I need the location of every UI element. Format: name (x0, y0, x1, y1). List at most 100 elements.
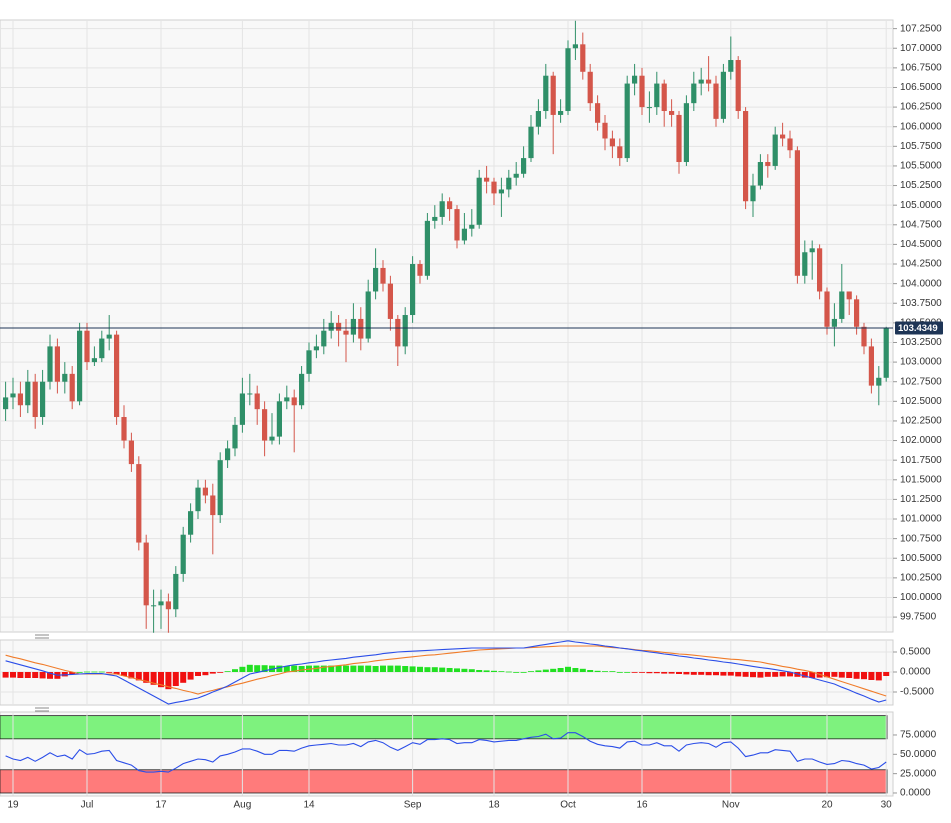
macd-histogram-bar (180, 672, 187, 683)
macd-histogram-bar (394, 665, 401, 672)
macd-histogram-bar (335, 665, 342, 672)
macd-histogram-bar (291, 665, 298, 672)
macd-histogram-bar (594, 670, 601, 672)
candle-body (632, 75, 638, 84)
macd-histogram-bar (217, 672, 224, 673)
macd-histogram-bar (454, 668, 460, 672)
candle-body (269, 436, 275, 441)
macd-histogram-bar (254, 665, 261, 672)
candle-body (54, 346, 60, 382)
macd-histogram-bar (779, 672, 786, 677)
x-tick-label: 14 (303, 800, 315, 811)
y-tick-label: 104.0000 (900, 278, 942, 289)
candle-body (469, 224, 475, 229)
macd-histogram-bar (742, 672, 749, 677)
macd-histogram-bar (350, 665, 357, 672)
macd-histogram-bar (565, 666, 571, 672)
macd-histogram-bar (587, 670, 594, 672)
candle-body (365, 291, 371, 339)
candle-body (757, 162, 763, 186)
x-tick-label: 18 (488, 800, 500, 811)
y-tick-label: -0.5000 (900, 687, 934, 698)
candle-body (735, 60, 741, 112)
macd-histogram-bar (705, 672, 712, 676)
y-tick-label: 105.0000 (900, 200, 942, 211)
y-tick-label: 105.7500 (900, 141, 942, 152)
candle-body (321, 330, 327, 347)
macd-histogram-bar (461, 668, 468, 672)
y-tick-label: 102.5000 (900, 396, 942, 407)
candle-body (395, 318, 401, 347)
macd-histogram-bar (757, 672, 764, 678)
candle-body (25, 381, 31, 406)
macd-histogram-bar (143, 672, 150, 683)
macd-histogram-bar (158, 672, 164, 688)
macd-histogram-bar (764, 672, 771, 677)
plot-area (0, 19, 894, 633)
candle-body (454, 209, 460, 241)
candle-body (410, 264, 416, 316)
candle-body (299, 373, 305, 406)
macd-histogram-bar (698, 672, 705, 675)
y-tick-label: 101.7500 (900, 455, 942, 466)
candle-body (17, 393, 23, 406)
macd-histogram-bar (246, 664, 253, 672)
y-tick-label: 103.7500 (900, 298, 942, 309)
candle-body (387, 283, 393, 319)
candle-body (313, 346, 319, 351)
candle-body (336, 322, 342, 331)
y-tick-label: 0.0000 (900, 788, 931, 799)
macd-histogram-bar (239, 666, 246, 672)
macd-histogram-bar (261, 665, 268, 672)
macd-histogram-bar (2, 672, 9, 678)
candle-body (876, 377, 882, 386)
y-tick-label: 102.0000 (900, 435, 942, 446)
macd-histogram-bar (224, 671, 231, 672)
rsi-band (0, 769, 888, 794)
candle-body (691, 83, 697, 104)
candle-body (624, 83, 630, 159)
candle-body (831, 318, 837, 327)
candle-body (91, 358, 97, 363)
candle-body (639, 75, 645, 108)
candle-body (424, 220, 430, 276)
candle-body (654, 83, 660, 108)
x-tick-label: Oct (560, 800, 576, 811)
macd-histogram-bar (498, 671, 505, 672)
candle-body (69, 373, 75, 402)
candle-body (765, 162, 771, 166)
macd-histogram-bar (801, 672, 808, 678)
candle-body (846, 291, 852, 300)
candle-body (661, 83, 667, 112)
panel-handle[interactable] (35, 634, 49, 639)
candle-body (498, 189, 504, 194)
last-price-box (895, 321, 943, 335)
y-tick-label: 107.2500 (900, 23, 942, 34)
macd-histogram-bar (431, 667, 438, 672)
candle-body (402, 315, 408, 347)
y-tick-label: 101.2500 (900, 494, 942, 505)
macd-histogram-bar (61, 672, 68, 677)
candle-body (809, 248, 815, 253)
y-tick-label: 102.2500 (900, 416, 942, 427)
macd-histogram-bar (520, 672, 527, 673)
panel-handle[interactable] (35, 707, 49, 712)
macd-histogram-bar (528, 671, 534, 672)
candle-body (439, 201, 445, 217)
macd-histogram-bar (150, 672, 157, 685)
macd-histogram-bar (32, 672, 39, 678)
x-tick-label: Nov (722, 800, 740, 811)
candle-body (143, 542, 149, 606)
macd-histogram-bar (439, 667, 446, 672)
candle-body (232, 424, 238, 449)
macd-histogram-bar (579, 668, 586, 672)
macd-histogram-bar (172, 672, 179, 686)
y-tick-label: 103.2500 (900, 337, 942, 348)
candle-body (787, 138, 793, 151)
macd-histogram-bar (883, 672, 890, 676)
candle-body (121, 417, 127, 441)
candle-body (291, 397, 297, 406)
macd-histogram-bar (809, 672, 816, 678)
macd-histogram-bar (572, 668, 579, 672)
